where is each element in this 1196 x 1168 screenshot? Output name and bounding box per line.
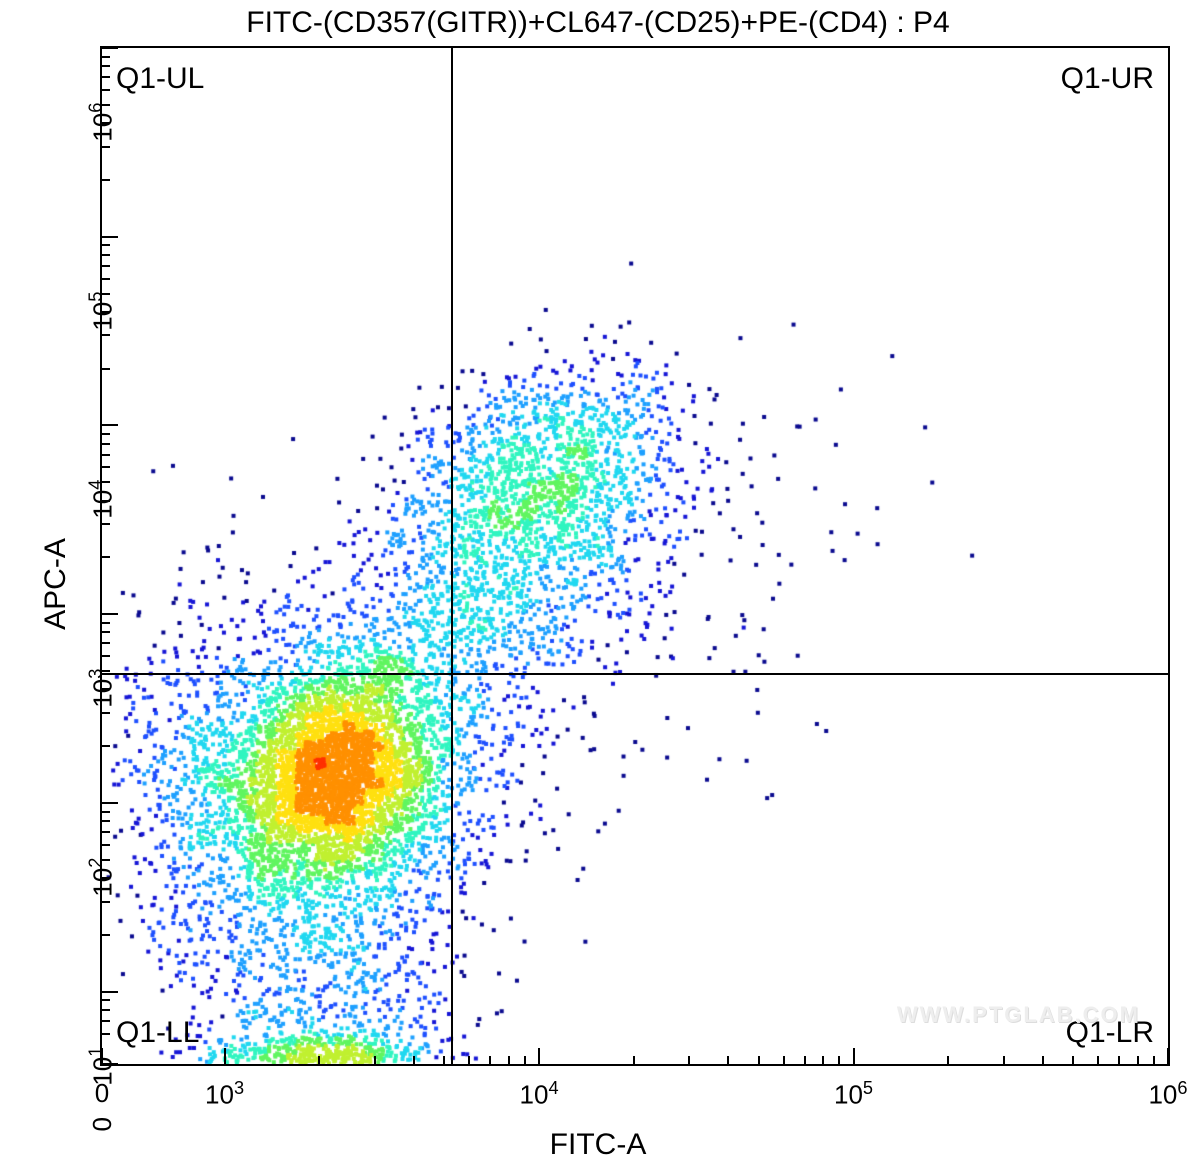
quadrant-line-vertical (451, 48, 453, 1064)
chart-container: FITC-(CD357(GITR))+CL647-(CD25)+PE-(CD4)… (0, 0, 1196, 1168)
quadrant-label-ur: Q1-UR (1061, 62, 1154, 96)
x-axis-label: FITC-A (0, 1128, 1196, 1162)
scatter-canvas (102, 48, 1168, 1064)
x-tick-label: 103 (205, 1064, 244, 1111)
x-tick-label: 106 (1148, 1064, 1187, 1111)
x-tick-label: 0 (95, 1064, 109, 1109)
y-axis-label: APC-A (39, 538, 73, 630)
quadrant-label-ul: Q1-UL (116, 62, 204, 96)
plot-area: Q1-UL Q1-UR Q1-LL Q1-LR WWW.PTGLAB.COM 0… (100, 46, 1170, 1066)
quadrant-line-horizontal (102, 673, 1168, 675)
x-tick-label: 105 (834, 1064, 873, 1111)
watermark-text: WWW.PTGLAB.COM (897, 1002, 1140, 1028)
quadrant-label-ll: Q1-LL (116, 1016, 199, 1050)
chart-title: FITC-(CD357(GITR))+CL647-(CD25)+PE-(CD4)… (0, 6, 1196, 40)
x-tick-label: 104 (520, 1064, 559, 1111)
